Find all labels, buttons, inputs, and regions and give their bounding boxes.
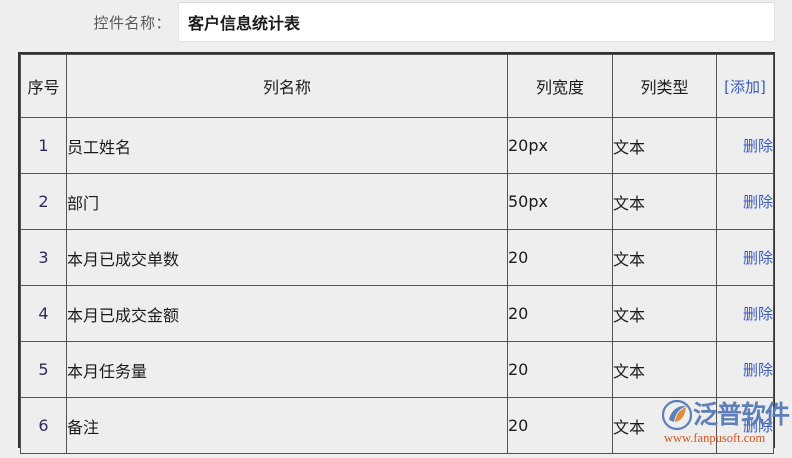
columns-table: 序号 列名称 列宽度 列类型 [添加] 1 员工姓名 20px 文本 删除 2 部门 50px… [20,54,774,454]
row-name-cell[interactable]: 员工姓名 [66,117,508,174]
table-header: 序号 列名称 列宽度 列类型 [添加] [20,54,774,118]
table-row: 6 备注 20 文本 删除 [20,397,774,454]
row-type-cell[interactable]: 文本 [612,173,717,230]
row-action-cell: 删除 [716,285,774,342]
delete-row-link[interactable]: 删除 [742,137,773,155]
control-name-label: 控件名称： [0,0,178,45]
row-action-cell: 删除 [716,341,774,398]
row-index-cell: 3 [20,229,67,286]
columns-grid: 序号 列名称 列宽度 列类型 [添加] 1 员工姓名 20px 文本 删除 2 部门 50px… [18,52,775,454]
row-name-cell[interactable]: 本月任务量 [66,341,508,398]
row-name-cell[interactable]: 本月已成交金额 [66,285,508,342]
row-type-cell[interactable]: 文本 [612,341,717,398]
row-index-cell: 5 [20,341,67,398]
row-name-cell[interactable]: 部门 [66,173,508,230]
control-name-input[interactable]: 客户信息统计表 [178,2,775,42]
add-column-link[interactable]: [添加] [716,54,774,118]
table-body: 1 员工姓名 20px 文本 删除 2 部门 50px 文本 删除 3 本月已成交单数 20 文本 删除 4 本… [20,117,774,454]
row-index-cell: 4 [20,285,67,342]
row-width-cell[interactable]: 50px [507,173,613,230]
delete-row-link[interactable]: 删除 [742,193,773,211]
row-name-cell[interactable]: 备注 [66,397,508,454]
row-width-cell[interactable]: 20 [507,341,613,398]
row-type-cell[interactable]: 文本 [612,229,717,286]
row-action-cell: 删除 [716,117,774,174]
header-type: 列类型 [612,54,717,118]
row-index-cell: 6 [20,397,67,454]
row-action-cell: 删除 [716,173,774,230]
delete-row-link[interactable]: 删除 [742,361,773,379]
row-type-cell[interactable]: 文本 [612,285,717,342]
row-action-cell: 删除 [716,397,774,454]
row-name-cell[interactable]: 本月已成交单数 [66,229,508,286]
header-name: 列名称 [66,54,508,118]
table-row: 4 本月已成交金额 20 文本 删除 [20,285,774,342]
control-name-form-row: 控件名称： [0,0,792,45]
row-width-cell[interactable]: 20 [507,285,613,342]
delete-row-link[interactable]: 删除 [742,417,773,435]
header-index: 序号 [20,54,67,118]
row-width-cell[interactable]: 20 [507,229,613,286]
row-width-cell[interactable]: 20px [507,117,613,174]
row-type-cell[interactable]: 文本 [612,397,717,454]
table-row: 1 员工姓名 20px 文本 删除 [20,117,774,174]
table-row: 5 本月任务量 20 文本 删除 [20,341,774,398]
delete-row-link[interactable]: 删除 [742,249,773,267]
table-row: 2 部门 50px 文本 删除 [20,173,774,230]
header-row: 序号 列名称 列宽度 列类型 [添加] [20,54,774,118]
header-width: 列宽度 [507,54,613,118]
delete-row-link[interactable]: 删除 [742,305,773,323]
row-width-cell[interactable]: 20 [507,397,613,454]
row-index-cell: 2 [20,173,67,230]
row-index-cell: 1 [20,117,67,174]
row-type-cell[interactable]: 文本 [612,117,717,174]
row-action-cell: 删除 [716,229,774,286]
table-row: 3 本月已成交单数 20 文本 删除 [20,229,774,286]
